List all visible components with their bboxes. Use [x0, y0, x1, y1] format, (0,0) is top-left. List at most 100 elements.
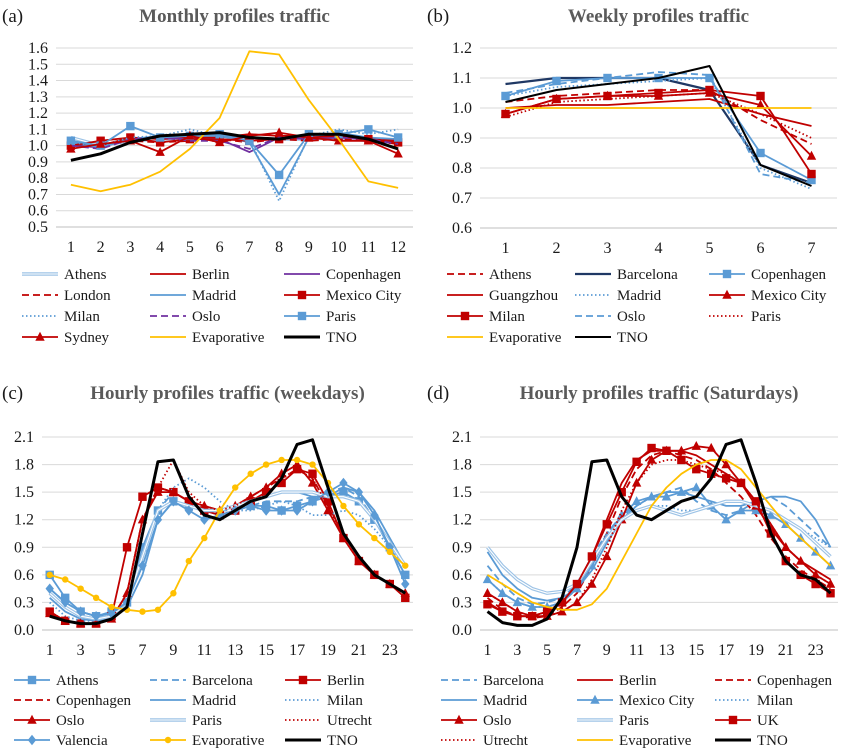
series-uk	[483, 443, 835, 621]
data-point	[138, 492, 147, 501]
series-line	[48, 490, 407, 621]
x-tick-label: 21	[351, 642, 367, 659]
legend-label: Berlin	[192, 267, 230, 283]
legend-marker	[728, 715, 738, 725]
data-point	[200, 514, 209, 525]
data-point	[308, 496, 317, 507]
chart-c: (c) Hourly profiles traffic (weekdays) 0.0…	[2, 383, 413, 749]
legend-marker	[164, 736, 172, 744]
data-point	[654, 88, 663, 98]
x-tick-label: 15	[258, 642, 274, 659]
legend-label: Mexico City	[619, 693, 695, 709]
y-tick-label: 1.2	[452, 40, 472, 57]
x-tick-label: 6	[757, 240, 765, 257]
legend-item: Copenhagen	[284, 267, 401, 283]
series-line	[70, 131, 399, 162]
data-point	[278, 456, 285, 464]
data-point	[677, 455, 686, 465]
data-point	[572, 579, 582, 589]
legend-item: Madrid	[575, 288, 662, 304]
data-point	[751, 505, 761, 515]
data-point	[155, 146, 165, 156]
data-point	[807, 169, 816, 179]
legend-item: Utrecht	[285, 713, 373, 729]
x-tick-label: 17	[718, 642, 734, 659]
series-oslo	[482, 440, 836, 620]
legend-label: Barcelona	[192, 673, 253, 689]
legend-label: Oslo	[617, 309, 645, 325]
data-point	[482, 574, 493, 584]
series-oslo	[505, 71, 812, 184]
legend-label: Evaporative	[192, 733, 265, 749]
series-line	[487, 459, 831, 618]
legend-label: Madrid	[617, 288, 662, 304]
legend-label: UK	[757, 713, 779, 729]
series-line	[70, 50, 399, 193]
data-point	[262, 461, 270, 468]
data-point	[323, 497, 333, 506]
data-point	[339, 487, 348, 497]
y-tick-label: 1.8	[452, 457, 472, 474]
legend-item: TNO	[715, 733, 788, 749]
data-point	[274, 170, 284, 180]
data-point	[646, 491, 657, 501]
data-point	[766, 509, 776, 519]
legend-item: Madrid	[150, 288, 237, 304]
data-point	[807, 175, 816, 185]
x-tick-label: 23	[382, 642, 398, 659]
chart-b: (b) Weekly profiles traffic 0.6 0.7 0.8 0.9 1.…	[427, 6, 837, 346]
series-line	[70, 125, 399, 176]
y-tick-label: 0.9	[452, 539, 472, 556]
legend-item: Paris	[577, 713, 649, 729]
data-point	[354, 486, 364, 498]
series-mexico-city	[482, 482, 836, 611]
legend-item: Valencia	[14, 733, 108, 749]
data-point	[261, 487, 271, 497]
data-point	[274, 127, 284, 137]
y-tick-label: 1.4	[28, 73, 48, 90]
data-point	[631, 496, 642, 506]
data-point	[126, 121, 135, 131]
data-point	[261, 482, 271, 492]
x-tick-label: 3	[126, 239, 134, 256]
legend-label: Berlin	[619, 673, 657, 689]
y-tick-label: 1.0	[28, 138, 48, 155]
legend-label: Oslo	[56, 713, 84, 729]
chart-panel-d: (d) Hourly profiles traffic (Saturdays) 0.…	[425, 377, 850, 753]
x-tick-label: 7	[138, 642, 146, 659]
x-tick-label: 7	[808, 240, 816, 257]
series-line	[49, 459, 406, 613]
x-tick-label: 8	[275, 239, 283, 256]
data-point	[216, 507, 223, 514]
series-line	[505, 65, 812, 187]
legend-item: Mexico City	[577, 693, 695, 709]
legend-marker	[298, 675, 308, 685]
x-tick-label: 4	[655, 240, 663, 257]
data-point	[184, 496, 194, 506]
y-tick-label: 0.7	[452, 190, 472, 207]
legend-marker	[454, 714, 464, 724]
x-tick-label: 5	[186, 239, 194, 256]
data-point	[393, 138, 403, 147]
data-point	[364, 125, 373, 134]
x-tick-label: 9	[603, 642, 611, 659]
y-tick-label: 0.3	[452, 594, 472, 611]
legend-label: Sydney	[64, 330, 110, 346]
data-point	[77, 585, 84, 592]
series-line	[505, 98, 812, 127]
data-point	[721, 474, 731, 483]
legend-label: Paris	[619, 713, 649, 729]
x-tick-label: 11	[361, 239, 376, 256]
legend-item: Athens	[22, 267, 107, 283]
series-milan	[486, 500, 831, 608]
series-line	[505, 92, 812, 139]
legend-label: Evaporative	[489, 330, 562, 346]
x-tick-label: 6	[216, 239, 224, 256]
x-tick-label: 11	[197, 642, 212, 659]
x-tick-label: 5	[706, 240, 714, 257]
legend-label: Copenhagen	[757, 673, 832, 689]
legend-marker	[27, 675, 37, 685]
legend-item: Barcelona	[441, 673, 544, 689]
legend-marker	[460, 311, 470, 321]
data-point	[552, 76, 561, 86]
